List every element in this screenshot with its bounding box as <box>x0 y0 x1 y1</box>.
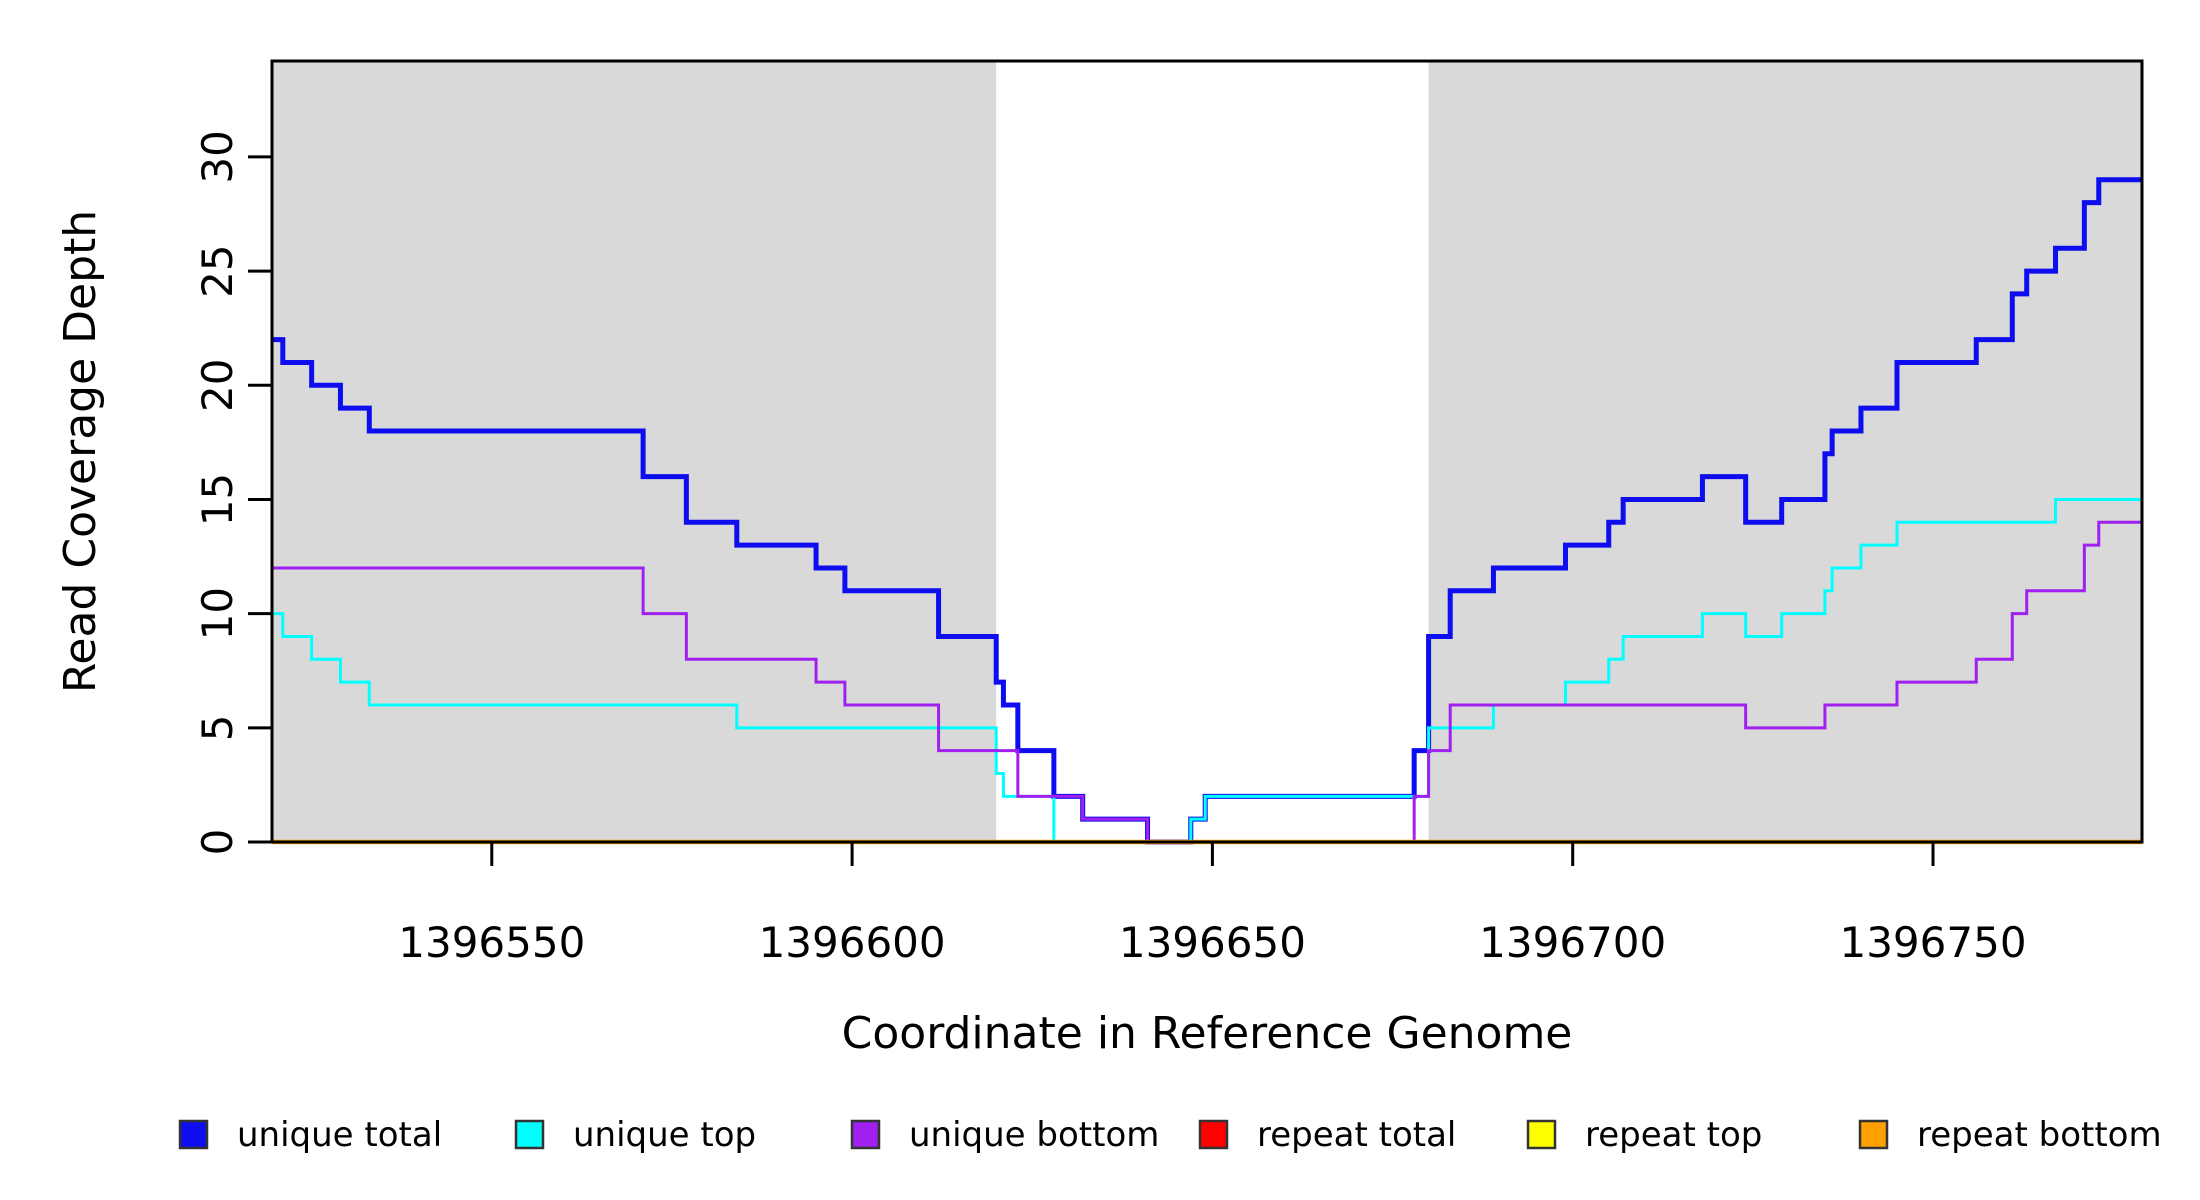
series-line-unique-top <box>272 497 2142 844</box>
y-axis-tick-label: 15 <box>193 473 242 526</box>
legend-swatch-repeat-top <box>1526 1119 1557 1150</box>
legend-swatch-unique-top <box>514 1119 545 1150</box>
legend-swatch-unique-total <box>178 1119 209 1150</box>
y-axis-tick-label: 20 <box>193 359 242 412</box>
series-line-unique-total <box>272 177 2142 845</box>
x-axis-tick-label: 1396700 <box>1479 918 1666 967</box>
plot-border <box>270 59 2144 844</box>
legend-item-unique-total: unique total <box>178 1115 442 1155</box>
legend-label-repeat-total: repeat total <box>1257 1115 1456 1155</box>
legend-item-repeat-top: repeat top <box>1526 1115 1762 1155</box>
series-line-unique-bottom <box>272 520 2142 844</box>
legend-swatch-unique-bottom <box>850 1119 881 1150</box>
legend-label-unique-top: unique top <box>573 1115 756 1155</box>
x-axis-tick-label: 1396650 <box>1119 918 1306 967</box>
y-axis-tick-label: 10 <box>193 587 242 640</box>
y-axis-tick-label: 25 <box>193 244 242 297</box>
legend-label-repeat-bottom: repeat bottom <box>1917 1115 2162 1155</box>
legend-item-unique-bottom: unique bottom <box>850 1115 1159 1155</box>
legend-item-repeat-bottom: repeat bottom <box>1858 1115 2162 1155</box>
x-axis-tick-label: 1396600 <box>759 918 946 967</box>
y-axis-tick-label: 30 <box>193 130 242 183</box>
legend-label-unique-total: unique total <box>237 1115 442 1155</box>
y-axis-title: Read Coverage Depth <box>55 210 106 693</box>
shaded-region-band-0 <box>272 61 997 842</box>
legend-swatch-repeat-bottom <box>1858 1119 1889 1150</box>
y-axis-tick-label: 5 <box>193 714 242 741</box>
legend-swatch-repeat-total <box>1198 1119 1229 1150</box>
legend-item-unique-top: unique top <box>514 1115 756 1155</box>
x-axis-title: Coordinate in Reference Genome <box>842 1008 1573 1059</box>
y-axis-tick-label: 0 <box>193 829 242 856</box>
x-axis-tick-label: 1396550 <box>398 918 585 967</box>
shaded-region-band-1 <box>1428 61 2142 842</box>
legend-label-repeat-top: repeat top <box>1585 1115 1762 1155</box>
x-axis-tick-label: 1396750 <box>1839 918 2026 967</box>
legend-label-unique-bottom: unique bottom <box>909 1115 1159 1155</box>
legend-item-repeat-total: repeat total <box>1198 1115 1456 1155</box>
